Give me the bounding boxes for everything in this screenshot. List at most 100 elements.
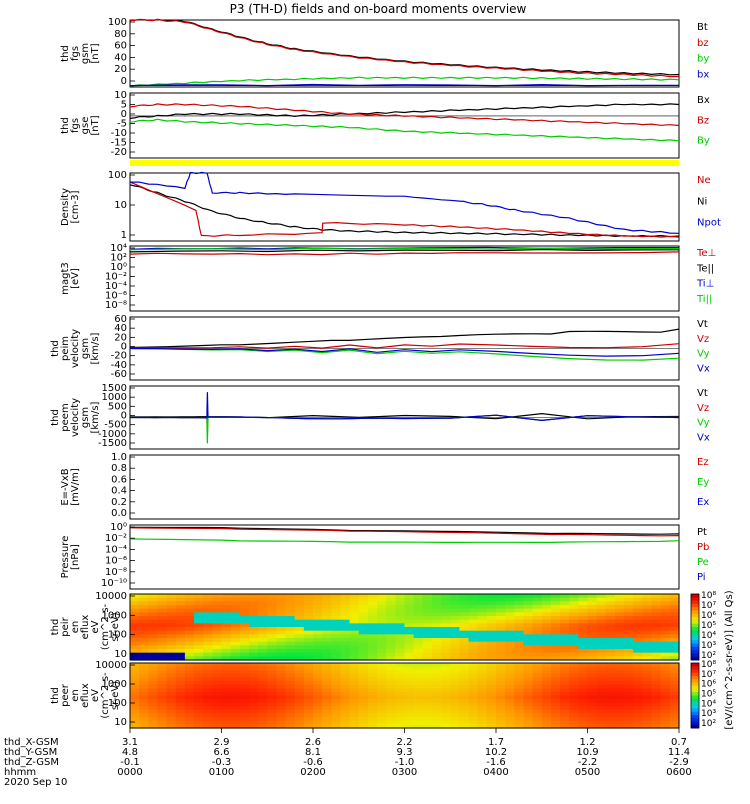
spectrogram-cell xyxy=(514,638,525,643)
spectrogram-cell xyxy=(496,670,506,675)
spectrogram-cell xyxy=(642,652,653,657)
spectrogram-cell xyxy=(468,619,479,624)
spectrogram-cell xyxy=(194,720,204,725)
spectrogram-cell xyxy=(322,673,332,679)
spectrogram-cell xyxy=(505,623,515,628)
spectrogram-cell xyxy=(139,673,149,679)
spectrogram-cell xyxy=(633,673,643,679)
spectrogram-cell xyxy=(367,638,378,643)
spectrogram-cell xyxy=(130,612,140,617)
spectrogram-cell xyxy=(505,605,515,610)
spectrogram-cell xyxy=(377,612,387,617)
spectrogram-cell xyxy=(386,709,396,715)
spectrogram-cell xyxy=(431,594,442,599)
spectrogram-cell xyxy=(157,706,168,711)
spectrogram-cell xyxy=(459,688,470,693)
spectrogram-cell xyxy=(358,677,369,682)
spectrogram-cell xyxy=(596,717,607,722)
spectrogram-cell xyxy=(422,720,433,725)
spectrogram-cell xyxy=(212,691,223,697)
spectrogram-cell xyxy=(431,673,442,679)
spectrogram-cell xyxy=(614,666,625,671)
spectrogram-cell xyxy=(624,641,634,646)
spectrogram-cell xyxy=(303,605,314,610)
spectrogram-cell xyxy=(175,663,186,668)
spectrogram-cell xyxy=(541,608,552,613)
spectrogram-cell xyxy=(633,695,643,700)
spectrogram-cell xyxy=(395,684,406,689)
spectrogram-cell xyxy=(450,677,460,682)
spectrogram-cell xyxy=(212,645,223,650)
spectrogram-cell xyxy=(486,720,497,725)
spectrogram-cell xyxy=(194,652,204,657)
spectrogram-cell xyxy=(596,616,607,621)
spectrogram-cell xyxy=(450,673,460,679)
spectrogram-cell xyxy=(669,638,680,643)
spectrogram-cell xyxy=(367,619,378,624)
spectrogram-cell xyxy=(248,601,259,606)
spectrogram-cell xyxy=(477,677,488,682)
spectrogram-cell xyxy=(605,641,616,646)
spectrogram-cell xyxy=(194,594,204,599)
spectrogram-cell xyxy=(349,688,360,693)
spectrogram-cell xyxy=(203,645,213,650)
spectrogram-cell xyxy=(413,691,424,697)
spectrogram-cell xyxy=(313,673,323,679)
spectrogram-cell xyxy=(331,597,342,602)
spectrogram-cell xyxy=(358,691,369,697)
spectrogram-cell xyxy=(651,724,662,729)
spectrogram-cell xyxy=(587,695,598,700)
x-tick-label: 2.9 xyxy=(214,737,230,748)
spectrogram-cell xyxy=(541,684,552,689)
spectrogram-cell xyxy=(578,630,589,635)
colorbar-cell xyxy=(691,669,699,674)
spectrogram-cell xyxy=(569,670,579,675)
spectrogram-cell xyxy=(267,699,277,704)
spectrogram-cell xyxy=(669,627,680,632)
spectrogram-cell xyxy=(276,695,287,700)
legend-entry: Ex xyxy=(697,497,709,508)
spectrogram-cell xyxy=(578,638,589,643)
spectrogram-cell xyxy=(477,695,488,700)
spectrogram-cell xyxy=(404,681,415,686)
spectrogram-cell xyxy=(422,699,433,704)
spectrogram-cell xyxy=(377,616,387,621)
spectrogram-cell xyxy=(578,623,589,628)
spectrogram-cell xyxy=(139,724,149,729)
spectrogram-cell xyxy=(450,684,460,689)
spectrogram-cell xyxy=(450,623,460,628)
spectrogram-cell xyxy=(175,619,186,624)
spectrogram-cell xyxy=(413,601,424,606)
spectrogram-cell xyxy=(422,702,433,707)
spectrogram-cell xyxy=(550,666,561,671)
spectrogram-cell xyxy=(560,666,570,671)
spectrogram-cell xyxy=(633,634,643,639)
spectrogram-cell xyxy=(431,724,442,729)
spectrogram-cell xyxy=(386,627,396,632)
spectrogram-cell xyxy=(578,641,589,646)
spectrogram-cell xyxy=(212,713,223,718)
spectrogram-cell xyxy=(184,597,195,602)
spectrogram-cell xyxy=(422,670,433,675)
spectrogram-cell xyxy=(184,666,195,671)
spectrogram-cell xyxy=(294,706,305,711)
spectrogram-cell xyxy=(468,638,479,643)
spectrogram-cell xyxy=(523,641,534,646)
spectrogram-cell xyxy=(624,652,634,657)
spectrogram-cell xyxy=(669,605,680,610)
spectrogram-cell xyxy=(404,720,415,725)
spectrogram-cell xyxy=(130,702,140,707)
spectrogram-cell xyxy=(294,634,305,639)
spectrogram-cell xyxy=(395,612,406,617)
spectrogram-cell xyxy=(340,623,351,628)
spectrogram-cell xyxy=(331,645,342,650)
spectrogram-cell xyxy=(367,684,378,689)
colorbar-cell xyxy=(691,636,699,641)
spectrogram-cell xyxy=(605,666,616,671)
spectrogram-cell xyxy=(130,652,140,657)
spectrogram-cell xyxy=(642,641,653,646)
spectrogram-cell xyxy=(587,666,598,671)
y-axis-label: sr-eV) xyxy=(110,681,121,710)
y-tick-label: -10 xyxy=(111,128,127,139)
